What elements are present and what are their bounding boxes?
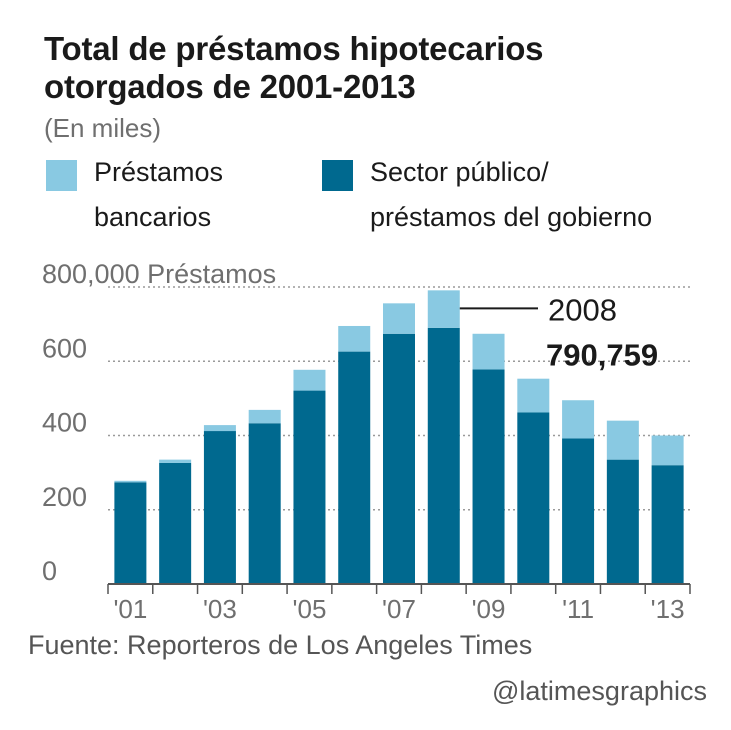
x-tick-label: '11 xyxy=(562,594,594,624)
annotation-year-label: 2008 xyxy=(548,292,617,327)
legend-item-government-loans: Sector público/ préstamos del gobierno xyxy=(322,157,652,240)
bar-segment-bank xyxy=(159,459,192,463)
legend-label-bank-line-1: Préstamos xyxy=(94,157,224,187)
bar-segment-bank xyxy=(114,480,147,483)
bar-segment-bank xyxy=(383,303,415,334)
bar-segment-bank xyxy=(472,333,505,370)
bar-segment-government xyxy=(203,431,236,584)
bar-segment-government xyxy=(472,369,505,584)
bar-segment-bank xyxy=(203,425,236,432)
legend-swatch-government-loans xyxy=(322,160,353,191)
bar-segment-government xyxy=(517,412,550,584)
bar-segment-government xyxy=(651,465,684,584)
bar-chart: 0 200 400 600 800,000 Préstamos '01 '03 '05 '07 '… xyxy=(42,259,691,624)
chart-subtitle: (En miles) xyxy=(44,113,162,143)
y-tick-label: 200 xyxy=(42,482,87,512)
legend-item-bank-loans: Préstamos bancarios xyxy=(46,157,223,240)
y-tick-label: 800,000 Préstamos xyxy=(42,259,276,289)
bar-segment-bank xyxy=(562,400,595,439)
title-line-2: otorgados de 2001-2013 xyxy=(44,68,416,105)
legend-label-government-loans: Sector público/ préstamos del gobierno xyxy=(370,150,652,240)
bar-segment-government xyxy=(114,482,147,584)
annotation-value-label: 790,759 xyxy=(546,337,658,372)
bar-segment-bank xyxy=(606,420,639,460)
bar-segment-government xyxy=(338,351,371,584)
source-note: Fuente: Reporteros de Los Angeles Times xyxy=(28,630,533,660)
bar-segment-government xyxy=(427,327,460,584)
bar-segment-bank xyxy=(293,369,326,391)
x-tick-label: '05 xyxy=(293,594,327,624)
bar-segment-government xyxy=(248,423,281,584)
bar-segment-government xyxy=(159,462,192,584)
bar-segment-bank xyxy=(517,378,550,413)
bar-segment-bank xyxy=(427,290,460,328)
bar-segment-government xyxy=(383,333,415,584)
bar-segment-government xyxy=(562,438,595,584)
chart-title: Total de préstamos hipotecarios otorgado… xyxy=(44,30,704,106)
y-tick-label: 0 xyxy=(42,556,57,586)
legend-label-gov-line-2: préstamos del gobierno xyxy=(370,202,653,232)
bar-segment-government xyxy=(293,390,326,584)
y-tick-label: 600 xyxy=(42,333,87,363)
title-line-1: Total de préstamos hipotecarios xyxy=(44,30,544,67)
legend-label-bank-line-2: bancarios xyxy=(94,202,212,232)
bar-segment-bank xyxy=(651,435,684,466)
legend-swatch-bank-loans xyxy=(46,160,77,191)
x-tick-label: '09 xyxy=(472,594,506,624)
bar-segment-government xyxy=(606,459,639,584)
legend-label-gov-line-1: Sector público/ xyxy=(370,157,549,187)
y-tick-label: 400 xyxy=(42,408,87,438)
legend-label-bank-loans: Préstamos bancarios xyxy=(94,150,223,240)
bar-segment-bank xyxy=(338,325,371,352)
x-tick-label: '01 xyxy=(113,594,147,624)
x-tick-label: '03 xyxy=(203,594,237,624)
credit-handle: @latimesgraphics xyxy=(492,676,707,706)
bar-segment-bank xyxy=(248,409,281,424)
x-tick-label: '07 xyxy=(382,594,416,624)
x-tick-label: '13 xyxy=(651,594,685,624)
